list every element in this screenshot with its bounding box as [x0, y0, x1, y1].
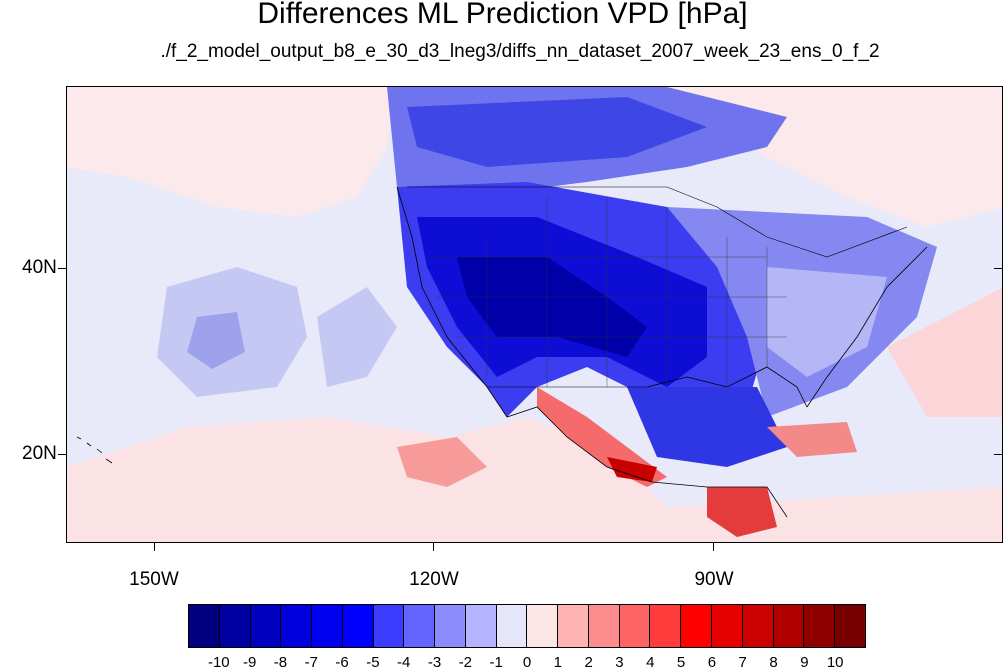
ocean-negative-patch [317, 287, 397, 387]
pacific-positive-patch [397, 437, 487, 487]
colorbar-tick-label: 1 [553, 654, 562, 671]
tick-mark [994, 454, 1002, 455]
eastern-us-negative-region [767, 267, 887, 377]
central-america-positive-patch [707, 487, 777, 537]
colorbar-tick-label: -2 [458, 654, 473, 671]
map-subtitle: ./f_2_model_output_b8_e_30_d3_lneg3/diff… [160, 41, 880, 62]
colorbar-swatch [250, 605, 282, 647]
tick-mark [58, 268, 66, 269]
colorbar-swatch [189, 605, 220, 647]
colorbar-tick-label: -8 [273, 654, 288, 671]
colorbar-swatch [804, 605, 836, 647]
hawaii-islands [76, 436, 113, 464]
colorbar-swatch [650, 605, 682, 647]
colorbar-tick-label: 5 [676, 654, 686, 671]
coastline [806, 246, 928, 408]
colorbar-swatch [342, 605, 374, 647]
colorbar-tick-label: -3 [427, 654, 442, 671]
canada-negative-region [407, 97, 707, 167]
lat-label-40n: 40N [22, 257, 57, 278]
colorbar [188, 604, 866, 648]
colorbar-swatch [681, 605, 713, 647]
caribbean-positive-patch [767, 422, 857, 457]
colorbar-tick-label: -10 [207, 654, 230, 671]
colorbar-tick-label: 3 [615, 654, 624, 671]
colorbar-tick-label: -7 [304, 654, 318, 671]
colorbar-swatch [281, 605, 313, 647]
colorbar-swatch [404, 605, 436, 647]
lon-label-120w: 120W [409, 569, 459, 590]
colorbar-tick-label: 7 [738, 654, 747, 671]
tick-mark [58, 454, 66, 455]
coastline [646, 366, 808, 408]
colorbar-tick-label: -5 [366, 654, 380, 671]
colorbar-tick-label: -1 [489, 654, 503, 671]
coastline [396, 186, 788, 518]
ocean-positive-patch [67, 87, 397, 217]
us-canada-border [407, 186, 908, 258]
colorbar-swatch [773, 605, 805, 647]
lat-label-20n: 20N [22, 443, 57, 464]
state-borders [427, 197, 787, 387]
colorbar-tick-label: 6 [707, 654, 717, 671]
colorbar-swatch [465, 605, 497, 647]
map-panel [66, 86, 1003, 543]
colorbar-tick-label: -9 [242, 654, 257, 671]
colorbar-swatch [558, 605, 589, 647]
ocean-negative-patch [187, 312, 245, 369]
colorbar-tick-label: -6 [335, 654, 349, 671]
colorbar-tick-label: 2 [584, 654, 593, 671]
colorbar-swatch [835, 605, 865, 647]
colorbar-swatch [619, 605, 651, 647]
colorbar-tick-label: 10 [826, 654, 844, 671]
mexico-positive-region [537, 387, 667, 487]
tick-mark [713, 543, 714, 551]
tick-mark [433, 543, 434, 551]
colorbar-swatch [712, 605, 743, 647]
western-us-negative-region [457, 257, 647, 357]
colorbar-swatch [219, 605, 251, 647]
map-title: Differences ML Prediction VPD [hPa] [257, 0, 748, 30]
colorbar-swatch [312, 605, 343, 647]
colorbar-swatch [496, 605, 528, 647]
colorbar-tick-label: 4 [646, 654, 655, 671]
lon-label-90w: 90W [694, 569, 734, 590]
vpd-difference-field [67, 87, 1002, 542]
ocean-positive-patch [887, 288, 1002, 417]
colorbar-tick-label: 0 [522, 654, 532, 671]
lon-label-150w: 150W [129, 569, 179, 590]
tick-mark [154, 543, 155, 551]
colorbar-swatch [527, 605, 559, 647]
colorbar-tick-label: 9 [800, 654, 809, 671]
gulf-negative-region [627, 387, 787, 467]
colorbar-swatch [742, 605, 774, 647]
colorbar-swatch [588, 605, 620, 647]
tick-mark [994, 268, 1002, 269]
colorbar-swatch [373, 605, 405, 647]
mexico-positive-region [607, 457, 657, 482]
colorbar-tick-label: 8 [769, 654, 778, 671]
ocean-positive-patch [67, 417, 1002, 542]
colorbar-swatch [435, 605, 466, 647]
colorbar-tick-label: -4 [397, 654, 411, 671]
